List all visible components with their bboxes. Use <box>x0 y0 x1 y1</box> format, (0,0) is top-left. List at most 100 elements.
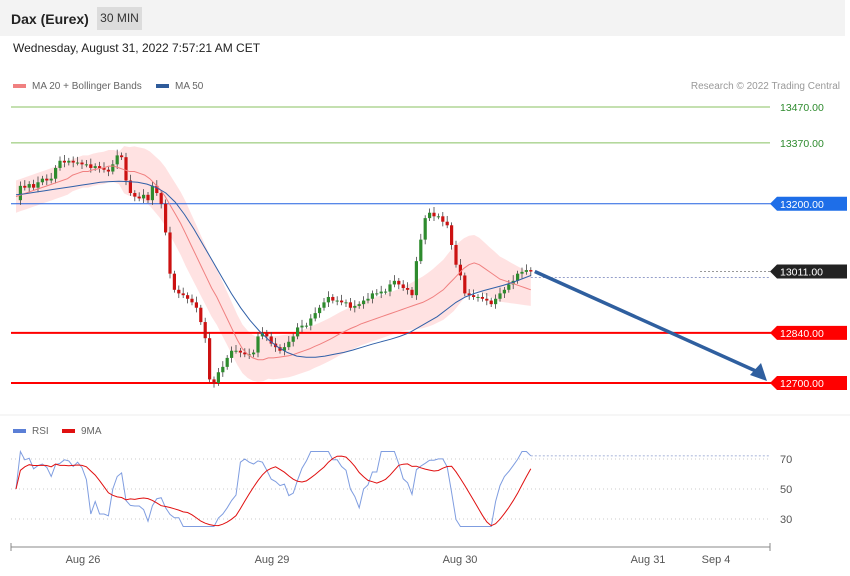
candle-body <box>36 182 40 188</box>
candle-body <box>502 289 506 294</box>
candle-body <box>172 273 176 290</box>
candle-body <box>252 352 256 355</box>
candle-body <box>480 296 484 299</box>
rsi-ma-swatch <box>62 429 75 434</box>
candle-body <box>67 160 71 163</box>
bollinger-band <box>16 146 531 382</box>
level-label-2: 13200.00 <box>780 199 824 211</box>
x-tick-3: Aug 31 <box>631 554 666 566</box>
candle-body <box>401 284 405 289</box>
candle-body <box>199 307 203 323</box>
rsi-tick-50: 50 <box>780 484 792 496</box>
level-label-1: 13370.00 <box>780 138 824 150</box>
legend-ma20-label: MA 20 + Bollinger Bands <box>32 81 142 92</box>
level-label-0: 13470.00 <box>780 102 824 114</box>
rsi-tick-30: 30 <box>780 514 792 526</box>
bollinger-band-area <box>16 146 531 382</box>
interval-button[interactable]: 30 MIN <box>97 7 142 30</box>
candle-body <box>458 264 462 276</box>
candle-body <box>318 307 322 314</box>
candle-body <box>269 336 273 344</box>
candle-body <box>331 296 335 301</box>
candle-body <box>450 225 454 245</box>
candle-body <box>120 155 124 158</box>
time-axis: Aug 26 Aug 29 Aug 30 Aug 31 Sep 4 <box>10 543 771 566</box>
ma50-line <box>15 180 531 358</box>
candle-body <box>309 318 313 326</box>
candle-body <box>234 350 238 352</box>
candle-body <box>432 212 436 217</box>
legend-rsi-label: RSI <box>32 426 49 437</box>
candle-body <box>18 185 22 201</box>
legend-ma20: MA 20 + Bollinger Bands <box>13 81 142 92</box>
rsi-ma-line <box>15 455 532 527</box>
candle-body <box>485 298 489 301</box>
candle-body <box>216 372 220 383</box>
candle-body <box>32 184 36 188</box>
moving-averages <box>15 165 531 361</box>
candle-body <box>379 291 383 294</box>
candle-body <box>507 284 511 290</box>
research-credit: Research © 2022 Trading Central <box>690 81 840 92</box>
price-levels: 13470.00 13370.00 13200.00 13011.00 12840.00… <box>11 102 847 390</box>
forecast-arrow <box>534 269 767 381</box>
candle-body <box>322 302 326 308</box>
candle-body <box>362 300 366 305</box>
level-label-4: 12840.00 <box>780 328 824 340</box>
candle-body <box>208 338 212 380</box>
candle-body <box>181 293 185 296</box>
candle-body <box>520 271 524 274</box>
candle-body <box>159 193 163 204</box>
candle-body <box>62 160 66 163</box>
x-tick-1: Aug 29 <box>255 554 290 566</box>
candle-body <box>194 302 198 308</box>
candle-body <box>304 325 308 327</box>
candle-body <box>296 327 300 337</box>
candle-body <box>137 196 141 199</box>
level-label-3: 13011.00 <box>780 267 823 279</box>
candle-body <box>128 180 132 194</box>
candle-body <box>428 212 432 219</box>
level-tag-3 <box>770 264 847 279</box>
candle-body <box>142 194 146 199</box>
candle-body <box>225 357 229 367</box>
arrow-shaft <box>534 269 759 374</box>
candle-body <box>98 166 102 168</box>
candle-body <box>463 275 467 294</box>
instrument-title: Dax (Eurex) <box>11 11 89 27</box>
x-tick-4: Sep 4 <box>702 554 731 566</box>
x-tick-0: Aug 26 <box>66 554 101 566</box>
candle-body <box>467 293 471 296</box>
ma20-line <box>15 165 531 361</box>
level-tag-2 <box>770 196 847 211</box>
candle-body <box>335 300 339 302</box>
candle-body <box>414 261 418 296</box>
candle-body <box>71 160 75 163</box>
ma50-swatch <box>156 84 169 89</box>
rsi-line <box>15 449 532 527</box>
candle-body <box>124 157 128 181</box>
candle-body <box>54 167 58 179</box>
candle-body <box>397 280 401 285</box>
candle-body <box>238 350 242 353</box>
legend-ma50-label: MA 50 <box>175 81 204 92</box>
legend-rsi-ma: 9MA <box>62 426 102 437</box>
candle-body <box>58 160 62 168</box>
legend-ma50: MA 50 <box>156 81 203 92</box>
candle-body <box>203 322 207 339</box>
candle-body <box>370 293 374 299</box>
candle-body <box>410 289 414 296</box>
candle-body <box>419 239 423 262</box>
candle-body <box>406 288 410 290</box>
candle-body <box>388 284 392 292</box>
candle-body <box>40 178 44 183</box>
candle-body <box>384 291 388 293</box>
legend-rsi: RSI <box>13 426 49 437</box>
candle-body <box>472 295 476 297</box>
x-tick-2: Aug 30 <box>443 554 478 566</box>
candle-body <box>445 221 449 226</box>
candle-body <box>423 218 427 240</box>
candle-body <box>177 289 181 294</box>
candle-body <box>150 185 154 201</box>
